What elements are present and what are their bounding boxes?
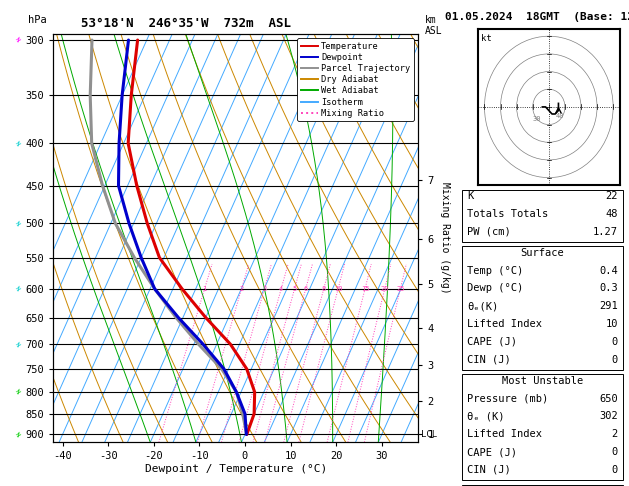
Text: 0: 0 <box>611 465 618 475</box>
Text: Lifted Index: Lifted Index <box>467 429 542 439</box>
Text: ≠: ≠ <box>14 429 23 439</box>
Text: K: K <box>467 191 474 201</box>
Text: 1: 1 <box>203 286 207 292</box>
Text: Lifted Index: Lifted Index <box>467 319 542 329</box>
Text: 30: 30 <box>533 116 541 122</box>
Text: 1.27: 1.27 <box>593 226 618 237</box>
Text: ≠: ≠ <box>14 35 23 45</box>
Text: Temp (°C): Temp (°C) <box>467 266 523 276</box>
Text: 0.3: 0.3 <box>599 283 618 294</box>
Text: 20: 20 <box>381 286 389 292</box>
Text: 25: 25 <box>396 286 404 292</box>
Bar <box>462 485 623 486</box>
Text: 15: 15 <box>361 286 369 292</box>
Text: CAPE (J): CAPE (J) <box>467 337 517 347</box>
Text: 2: 2 <box>611 429 618 439</box>
Text: 3: 3 <box>262 286 267 292</box>
Text: Surface: Surface <box>521 248 564 258</box>
Text: Pressure (mb): Pressure (mb) <box>467 394 548 404</box>
Text: 302: 302 <box>599 412 618 421</box>
Text: 4: 4 <box>279 286 283 292</box>
Text: PW (cm): PW (cm) <box>467 226 511 237</box>
Text: ≠: ≠ <box>14 387 23 397</box>
X-axis label: Dewpoint / Temperature (°C): Dewpoint / Temperature (°C) <box>145 464 327 474</box>
Text: 01.05.2024  18GMT  (Base: 12): 01.05.2024 18GMT (Base: 12) <box>445 12 629 22</box>
Text: 6: 6 <box>304 286 308 292</box>
Text: θₑ (K): θₑ (K) <box>467 412 504 421</box>
Bar <box>462 374 623 480</box>
Text: 53°18'N  246°35'W  732m  ASL: 53°18'N 246°35'W 732m ASL <box>81 17 291 30</box>
Text: 0: 0 <box>611 447 618 457</box>
Bar <box>462 190 623 242</box>
Text: hPa: hPa <box>28 15 47 25</box>
Text: 10: 10 <box>605 319 618 329</box>
Text: 291: 291 <box>599 301 618 311</box>
Text: CIN (J): CIN (J) <box>467 465 511 475</box>
Text: 48: 48 <box>605 209 618 219</box>
Text: 40: 40 <box>555 113 564 119</box>
Text: 650: 650 <box>599 394 618 404</box>
Text: Dewp (°C): Dewp (°C) <box>467 283 523 294</box>
Legend: Temperature, Dewpoint, Parcel Trajectory, Dry Adiabat, Wet Adiabat, Isotherm, Mi: Temperature, Dewpoint, Parcel Trajectory… <box>297 38 414 121</box>
Text: 22: 22 <box>605 191 618 201</box>
Text: ≠: ≠ <box>14 138 23 148</box>
Text: kt: kt <box>481 34 492 43</box>
Text: 10: 10 <box>334 286 342 292</box>
Text: 5: 5 <box>292 286 297 292</box>
Text: km
ASL: km ASL <box>425 15 442 36</box>
Text: Totals Totals: Totals Totals <box>467 209 548 219</box>
Text: LCL: LCL <box>421 430 437 439</box>
Text: θₑ(K): θₑ(K) <box>467 301 498 311</box>
Text: 0: 0 <box>611 337 618 347</box>
Text: CIN (J): CIN (J) <box>467 355 511 364</box>
Text: 2: 2 <box>240 286 243 292</box>
Text: 8: 8 <box>321 286 326 292</box>
Text: 0.4: 0.4 <box>599 266 618 276</box>
Text: Most Unstable: Most Unstable <box>502 376 583 386</box>
Y-axis label: Mixing Ratio (g/kg): Mixing Ratio (g/kg) <box>440 182 450 294</box>
Text: 0: 0 <box>611 355 618 364</box>
Bar <box>462 246 623 370</box>
Text: ≠: ≠ <box>14 284 23 294</box>
Text: CAPE (J): CAPE (J) <box>467 447 517 457</box>
Text: ≠: ≠ <box>14 218 23 228</box>
Text: ≠: ≠ <box>14 339 23 349</box>
